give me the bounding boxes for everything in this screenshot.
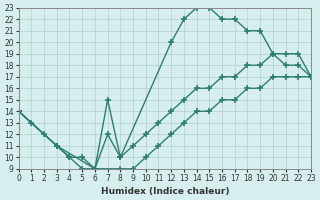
X-axis label: Humidex (Indice chaleur): Humidex (Indice chaleur) [100,187,229,196]
